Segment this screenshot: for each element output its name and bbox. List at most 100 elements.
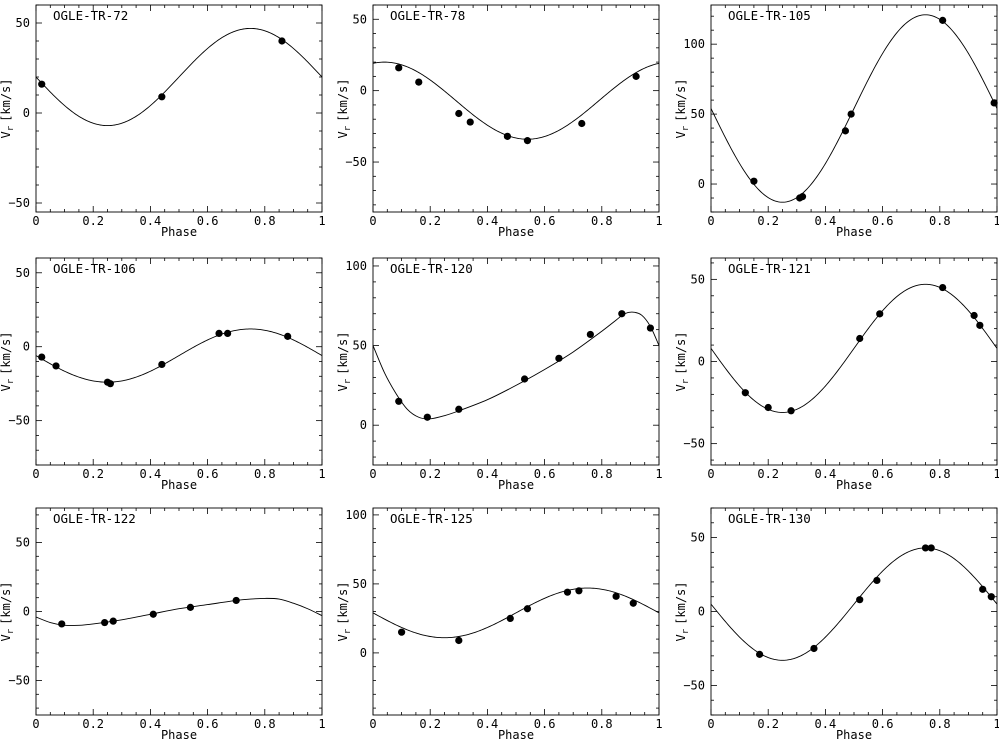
data-point (101, 618, 109, 627)
x-tick-label: 0 (369, 214, 376, 228)
x-tick-label: 0.4 (140, 717, 162, 731)
y-tick-label: 0 (360, 84, 367, 98)
x-tick-label: 0 (707, 717, 714, 731)
x-tick-label: 0 (369, 467, 376, 481)
x-tick-label: 0.4 (815, 717, 837, 731)
panel-title: OGLE-TR-72 (53, 8, 128, 23)
y-axis-symbol: V (0, 634, 13, 641)
x-tick-label: 0 (707, 467, 714, 481)
y-tick-label: 0 (23, 605, 30, 619)
y-axis-symbol: V (336, 384, 350, 391)
chart-panel: 0 0.2 0.4 0.6 0.8 1−50050PhaseVr[km/s]OGLE-TR… (0, 257, 326, 492)
chart-panel: 0 0.2 0.4 0.6 0.8 1 0 50 100 Phase Vr [km/s] OGLE-TR… (336, 507, 663, 742)
fit-curve (36, 597, 322, 627)
x-tick-label: 0.4 (815, 214, 837, 228)
data-point (149, 610, 157, 618)
y-axis-symbol: V (336, 634, 350, 641)
data-point (970, 311, 978, 320)
data-point (563, 588, 572, 596)
data-point (876, 310, 884, 318)
y-tick-label: 0 (698, 177, 705, 191)
data-point (398, 628, 406, 636)
y-axis-label: Vr [km/s] (336, 78, 353, 138)
panel-title: OGLE-TR-120 (390, 261, 473, 276)
y-axis-subscript: r (6, 628, 16, 634)
data-point (466, 118, 474, 126)
x-tick-label: 0.6 (197, 717, 219, 731)
x-tick-label: 1 (655, 467, 662, 481)
x-tick-label: 0.4 (477, 214, 499, 228)
y-tick-label: 0 (360, 646, 367, 660)
panel-title: OGLE-TR-78 (390, 8, 465, 23)
data-point (976, 321, 984, 329)
y-axis-symbol: V (0, 131, 13, 138)
data-point (927, 544, 935, 552)
x-tick-label: 0.6 (534, 214, 556, 228)
chart-panel: 0 0.2 0.4 0.6 0.8 1−50050PhaseVr[km/s]OGLE-TR… (336, 4, 663, 239)
y-axis-unit: [km/s] (674, 581, 688, 624)
y-tick-label: 100 (345, 508, 367, 522)
chart-panel: 0 0.2 0.4 0.6 0.8 1−50050PhaseVr[km/s]OGLE-TR… (0, 4, 326, 239)
x-tick-label: 0.6 (872, 214, 894, 228)
panel-title: OGLE-TR-122 (53, 511, 136, 526)
data-point (939, 16, 947, 24)
y-tick-label: 50 (16, 266, 30, 280)
data-point (618, 310, 626, 318)
y-axis-unit: [km/s] (336, 78, 350, 121)
y-tick-label: −50 (683, 437, 705, 451)
fit-curve (373, 311, 659, 420)
y-tick-label: −50 (683, 678, 705, 692)
x-tick-label: 1 (993, 214, 999, 228)
x-tick-label: 0.4 (477, 467, 499, 481)
y-axis-subscript: r (681, 125, 691, 131)
y-axis-unit: [km/s] (674, 331, 688, 374)
plot-frame (710, 257, 998, 466)
data-point (523, 605, 532, 613)
x-tick-label: 1 (655, 717, 662, 731)
x-axis-label: Phase (161, 225, 197, 239)
y-axis-symbol: V (674, 634, 688, 641)
y-axis-unit: [km/s] (336, 331, 350, 374)
y-axis-label: Vr [km/s] (336, 581, 353, 641)
data-point (395, 64, 403, 72)
data-point (646, 324, 655, 332)
y-axis-symbol: V (674, 384, 688, 391)
x-tick-label: 0.6 (534, 717, 556, 731)
data-point (215, 329, 223, 338)
x-tick-label: 0 (32, 467, 39, 481)
y-axis-subscript: r (681, 378, 691, 384)
data-point (455, 405, 463, 413)
chart-panel: 0 0.2 0.4 0.6 0.8 1−50050PhaseVr[km/s]OGLE-TR… (674, 507, 999, 742)
data-point (741, 389, 749, 397)
y-axis-subscript: r (343, 125, 353, 131)
data-point (612, 592, 620, 600)
data-point (455, 109, 463, 118)
data-point (787, 407, 795, 415)
chart-panel: 0 0.2 0.4 0.6 0.8 1 0 50 100 Phase Vr [km/s] OGLE-TR… (674, 4, 999, 239)
x-tick-label: 0.6 (197, 214, 219, 228)
x-tick-label: 1 (318, 214, 325, 228)
y-axis-unit: [km/s] (0, 331, 13, 374)
data-point (278, 37, 286, 45)
x-tick-label: 0.8 (929, 717, 951, 731)
x-tick-label: 0.4 (815, 467, 837, 481)
chart-panel: 0 0.2 0.4 0.6 0.8 1−50050PhaseVr[km/s]OGLE-TR… (674, 257, 999, 492)
plot-frame (35, 4, 323, 213)
data-point (52, 362, 60, 370)
data-point (106, 380, 114, 388)
data-point (632, 72, 640, 80)
y-axis-subscript: r (343, 628, 353, 634)
x-tick-label: 0.8 (929, 214, 951, 228)
x-tick-label: 0.4 (477, 717, 499, 731)
y-axis-label: Vr [km/s] (0, 78, 16, 138)
data-point (109, 617, 117, 625)
y-axis-subscript: r (6, 125, 16, 131)
x-axis-label: Phase (836, 478, 872, 492)
x-axis-label: Phase (836, 225, 872, 239)
x-tick-label: 0.4 (140, 467, 162, 481)
panel-title: OGLE-TR-125 (390, 511, 473, 526)
fit-curve (711, 14, 997, 203)
data-point (555, 354, 563, 362)
fit-curve (711, 547, 997, 661)
data-point (873, 576, 881, 585)
